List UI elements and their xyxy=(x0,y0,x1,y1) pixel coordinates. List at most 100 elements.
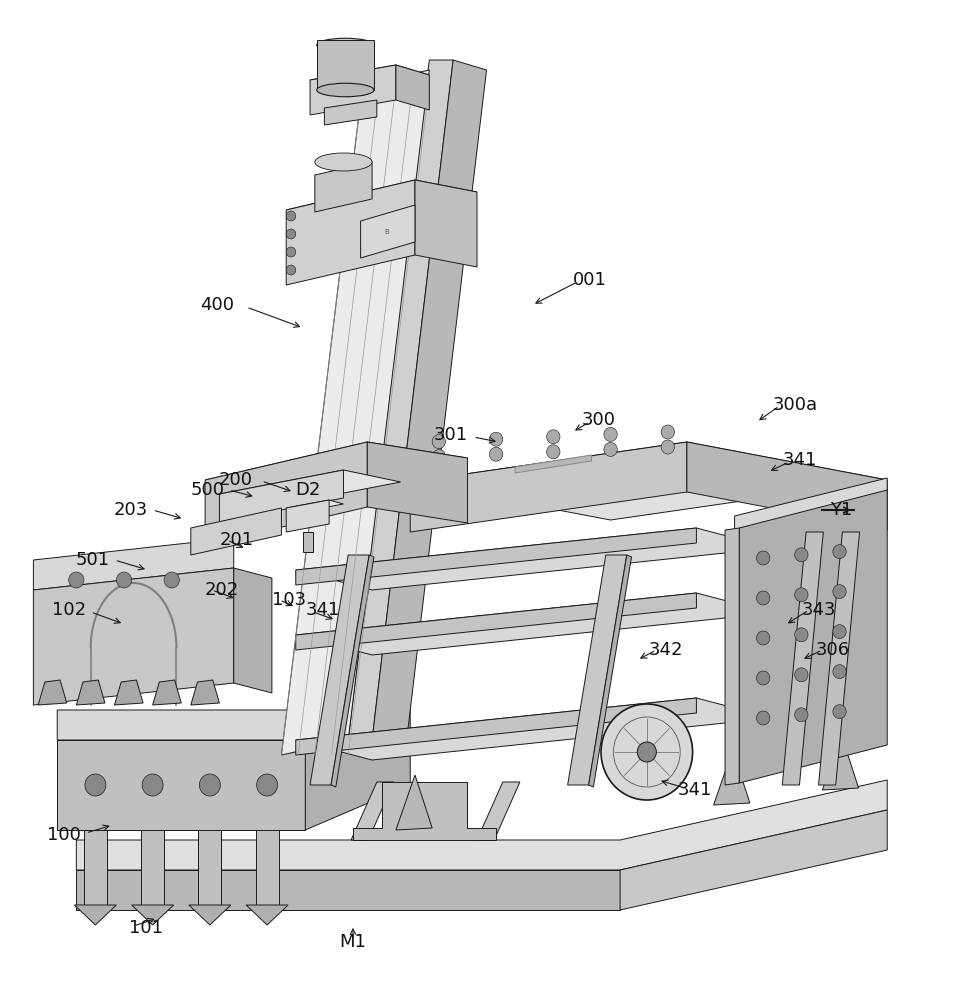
Text: 201: 201 xyxy=(219,531,253,549)
Circle shape xyxy=(546,445,559,459)
Polygon shape xyxy=(395,65,429,110)
Circle shape xyxy=(199,774,220,796)
Polygon shape xyxy=(734,478,886,530)
Polygon shape xyxy=(219,470,400,506)
Text: 341: 341 xyxy=(305,601,339,619)
Circle shape xyxy=(794,668,807,682)
Polygon shape xyxy=(205,442,467,496)
Polygon shape xyxy=(295,528,696,585)
Polygon shape xyxy=(295,698,772,760)
Text: 200: 200 xyxy=(218,471,253,489)
Polygon shape xyxy=(713,750,749,805)
Text: D2: D2 xyxy=(295,481,321,499)
Polygon shape xyxy=(84,830,107,905)
Polygon shape xyxy=(74,905,116,925)
Polygon shape xyxy=(152,680,181,705)
Circle shape xyxy=(756,591,769,605)
Circle shape xyxy=(660,425,674,439)
Circle shape xyxy=(756,631,769,645)
Circle shape xyxy=(286,211,295,221)
Polygon shape xyxy=(316,40,374,90)
Circle shape xyxy=(603,442,617,456)
Polygon shape xyxy=(132,905,173,925)
Polygon shape xyxy=(821,735,858,790)
Polygon shape xyxy=(324,100,376,125)
Text: 343: 343 xyxy=(801,601,835,619)
Circle shape xyxy=(794,708,807,722)
Circle shape xyxy=(489,432,502,446)
Polygon shape xyxy=(372,60,486,750)
Circle shape xyxy=(832,585,845,599)
Polygon shape xyxy=(395,775,432,830)
Polygon shape xyxy=(191,508,281,555)
Polygon shape xyxy=(619,810,886,910)
Circle shape xyxy=(794,548,807,562)
Polygon shape xyxy=(295,593,696,650)
Polygon shape xyxy=(415,180,476,267)
Circle shape xyxy=(489,447,502,461)
Polygon shape xyxy=(476,782,519,840)
Circle shape xyxy=(432,435,445,449)
Text: 501: 501 xyxy=(75,551,110,569)
Circle shape xyxy=(603,427,617,441)
Polygon shape xyxy=(295,528,772,590)
Text: 001: 001 xyxy=(572,271,606,289)
Polygon shape xyxy=(686,442,886,530)
Circle shape xyxy=(794,628,807,642)
Polygon shape xyxy=(286,180,476,222)
Circle shape xyxy=(794,588,807,602)
Text: 103: 103 xyxy=(272,591,306,609)
Polygon shape xyxy=(76,680,105,705)
Text: Y1: Y1 xyxy=(829,501,851,519)
Text: 101: 101 xyxy=(129,919,163,937)
Text: 102: 102 xyxy=(51,601,86,619)
Polygon shape xyxy=(286,180,415,285)
Polygon shape xyxy=(353,782,496,840)
Polygon shape xyxy=(567,555,626,785)
Text: 300a: 300a xyxy=(772,396,817,414)
Polygon shape xyxy=(724,528,739,785)
Polygon shape xyxy=(310,555,369,785)
Circle shape xyxy=(142,774,163,796)
Polygon shape xyxy=(303,532,313,552)
Polygon shape xyxy=(191,680,219,705)
Polygon shape xyxy=(739,490,886,783)
Circle shape xyxy=(832,625,845,639)
Circle shape xyxy=(69,572,84,588)
Circle shape xyxy=(116,572,132,588)
Circle shape xyxy=(756,551,769,565)
Polygon shape xyxy=(57,665,410,740)
Polygon shape xyxy=(314,162,372,212)
Text: 100: 100 xyxy=(47,826,81,844)
Polygon shape xyxy=(286,500,343,512)
Circle shape xyxy=(832,665,845,679)
Circle shape xyxy=(756,671,769,685)
Polygon shape xyxy=(76,780,886,870)
Circle shape xyxy=(637,742,656,762)
Polygon shape xyxy=(281,70,429,755)
Polygon shape xyxy=(76,870,619,910)
Text: 341: 341 xyxy=(677,781,711,799)
Polygon shape xyxy=(781,532,822,785)
Text: 301: 301 xyxy=(433,426,467,444)
Polygon shape xyxy=(33,568,233,705)
Circle shape xyxy=(600,704,692,800)
Polygon shape xyxy=(310,65,429,90)
Polygon shape xyxy=(351,782,394,840)
Polygon shape xyxy=(141,830,164,905)
Polygon shape xyxy=(198,830,221,905)
Ellipse shape xyxy=(316,83,374,97)
Polygon shape xyxy=(818,532,859,785)
Polygon shape xyxy=(348,60,453,740)
Text: 306: 306 xyxy=(815,641,849,659)
Polygon shape xyxy=(114,680,143,705)
Polygon shape xyxy=(410,442,886,520)
Polygon shape xyxy=(38,680,67,705)
Circle shape xyxy=(286,229,295,239)
Polygon shape xyxy=(57,740,305,830)
Text: 300: 300 xyxy=(581,411,616,429)
Circle shape xyxy=(546,430,559,444)
Text: 203: 203 xyxy=(113,501,148,519)
Polygon shape xyxy=(310,65,395,115)
Polygon shape xyxy=(286,500,329,532)
